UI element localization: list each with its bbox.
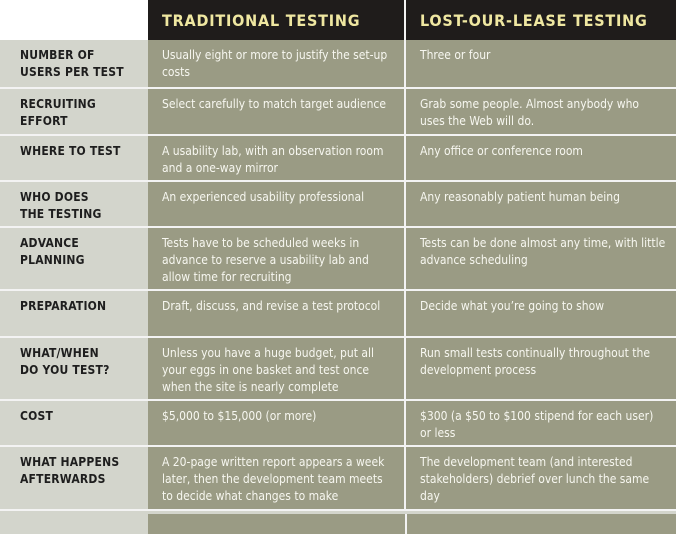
table-row: PREPARATION Draft, discuss, and revise a…: [0, 291, 676, 338]
table-row: COST $5,000 to $15,000 (or more) $300 (a…: [0, 401, 676, 447]
table-body: NUMBER OF USERS PER TEST Usually eight o…: [0, 40, 676, 534]
row-label: PREPARATION: [0, 291, 148, 336]
row-label: NUMBER OF USERS PER TEST: [0, 40, 148, 87]
row-label: WHERE TO TEST: [0, 136, 148, 180]
header-traditional-testing: TRADITIONAL TESTING: [148, 0, 406, 40]
table-row: ADVANCE PLANNING Tests have to be schedu…: [0, 228, 676, 291]
footer-lost-lease-cell: [406, 514, 676, 534]
traditional-cell: Unless you have a huge budget, put all y…: [148, 338, 406, 399]
table-row: WHAT HAPPENS AFTERWARDS A 20-page writte…: [0, 447, 676, 511]
table-row: RECRUITING EFFORT Select carefully to ma…: [0, 89, 676, 136]
row-label: WHAT HAPPENS AFTERWARDS: [0, 447, 148, 509]
lost-lease-cell: Run small tests continually throughout t…: [406, 338, 676, 399]
lost-lease-cell: Any office or conference room: [406, 136, 676, 180]
lost-lease-cell: Three or four: [406, 40, 676, 87]
table-row: WHAT/WHEN DO YOU TEST? Unless you have a…: [0, 338, 676, 401]
traditional-cell: Draft, discuss, and revise a test protoc…: [148, 291, 406, 336]
traditional-cell: An experienced usability professional: [148, 182, 406, 226]
table-header: TRADITIONAL TESTING LOST-OUR-LEASE TESTI…: [0, 0, 676, 40]
row-label: ADVANCE PLANNING: [0, 228, 148, 289]
traditional-cell: $5,000 to $15,000 (or more): [148, 401, 406, 445]
lost-lease-cell: Grab some people. Almost anybody who use…: [406, 89, 676, 134]
table-footer-row: [0, 514, 676, 534]
footer-label-cell: [0, 514, 148, 534]
row-label: COST: [0, 401, 148, 445]
header-blank-cell: [0, 0, 148, 40]
lost-lease-cell: Decide what you’re going to show: [406, 291, 676, 336]
row-label: WHO DOES THE TESTING: [0, 182, 148, 226]
traditional-cell: A usability lab, with an observation roo…: [148, 136, 406, 180]
traditional-cell: Usually eight or more to justify the set…: [148, 40, 406, 87]
row-label: RECRUITING EFFORT: [0, 89, 148, 134]
lost-lease-cell: Any reasonably patient human being: [406, 182, 676, 226]
header-lost-our-lease-testing: LOST-OUR-LEASE TESTING: [406, 0, 676, 40]
row-label: WHAT/WHEN DO YOU TEST?: [0, 338, 148, 399]
traditional-cell: Select carefully to match target audienc…: [148, 89, 406, 134]
footer-traditional-cell: [147, 514, 407, 534]
lost-lease-cell: The development team (and interested sta…: [406, 447, 676, 509]
lost-lease-cell: Tests can be done almost any time, with …: [406, 228, 676, 289]
table-row: NUMBER OF USERS PER TEST Usually eight o…: [0, 40, 676, 89]
lost-lease-cell: $300 (a $50 to $100 stipend for each use…: [406, 401, 676, 445]
table-row: WHO DOES THE TESTING An experienced usab…: [0, 182, 676, 228]
traditional-cell: A 20-page written report appears a week …: [148, 447, 406, 509]
table-row: WHERE TO TEST A usability lab, with an o…: [0, 136, 676, 182]
traditional-cell: Tests have to be scheduled weeks in adva…: [148, 228, 406, 289]
